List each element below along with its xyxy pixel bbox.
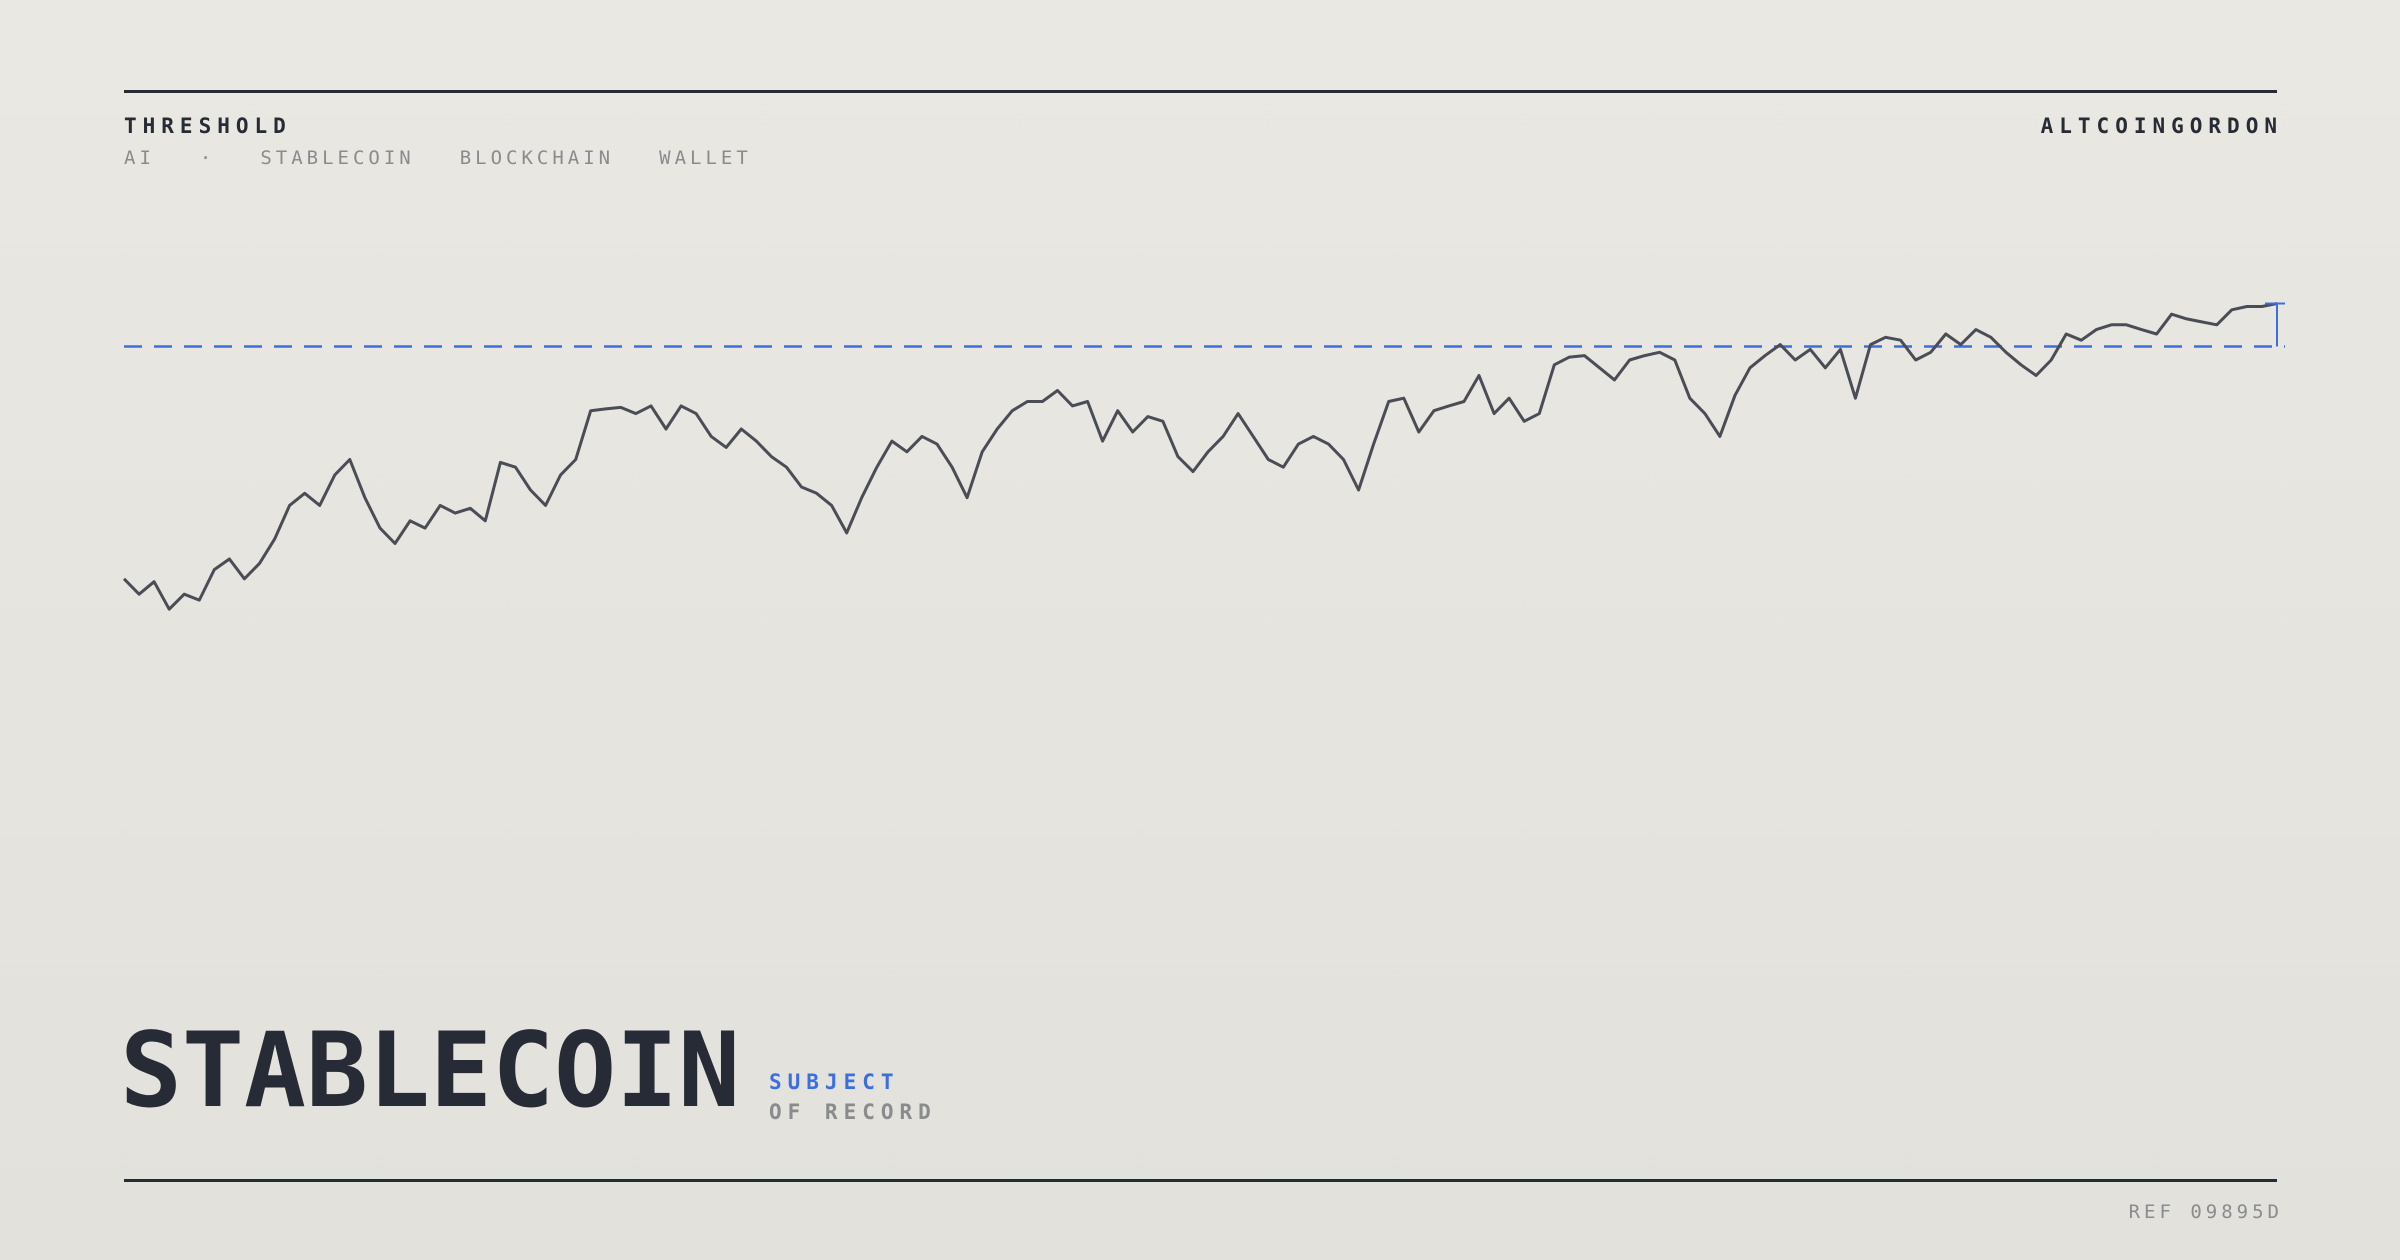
price-line [122, 302, 2278, 611]
brand: ALTCOINGORDON [2040, 114, 2283, 138]
bottom-rule [124, 1179, 2277, 1182]
subtitle-accent: SUBJECT [769, 1070, 900, 1094]
top-rule [124, 90, 2277, 93]
subtitle: OF RECORD [769, 1100, 937, 1124]
separator: · [199, 147, 216, 169]
title: THRESHOLD [124, 114, 292, 138]
tag: BLOCKCHAIN [459, 147, 615, 169]
tag: STABLECOIN [260, 147, 415, 169]
tag: AI [124, 147, 155, 169]
reference: REF 09895D [2128, 1201, 2283, 1223]
tag: WALLET [659, 147, 752, 169]
headline: STABLECOIN [120, 1011, 741, 1131]
chart [122, 302, 2285, 611]
tag-list: AI · STABLECOIN BLOCKCHAIN WALLET [124, 147, 752, 169]
